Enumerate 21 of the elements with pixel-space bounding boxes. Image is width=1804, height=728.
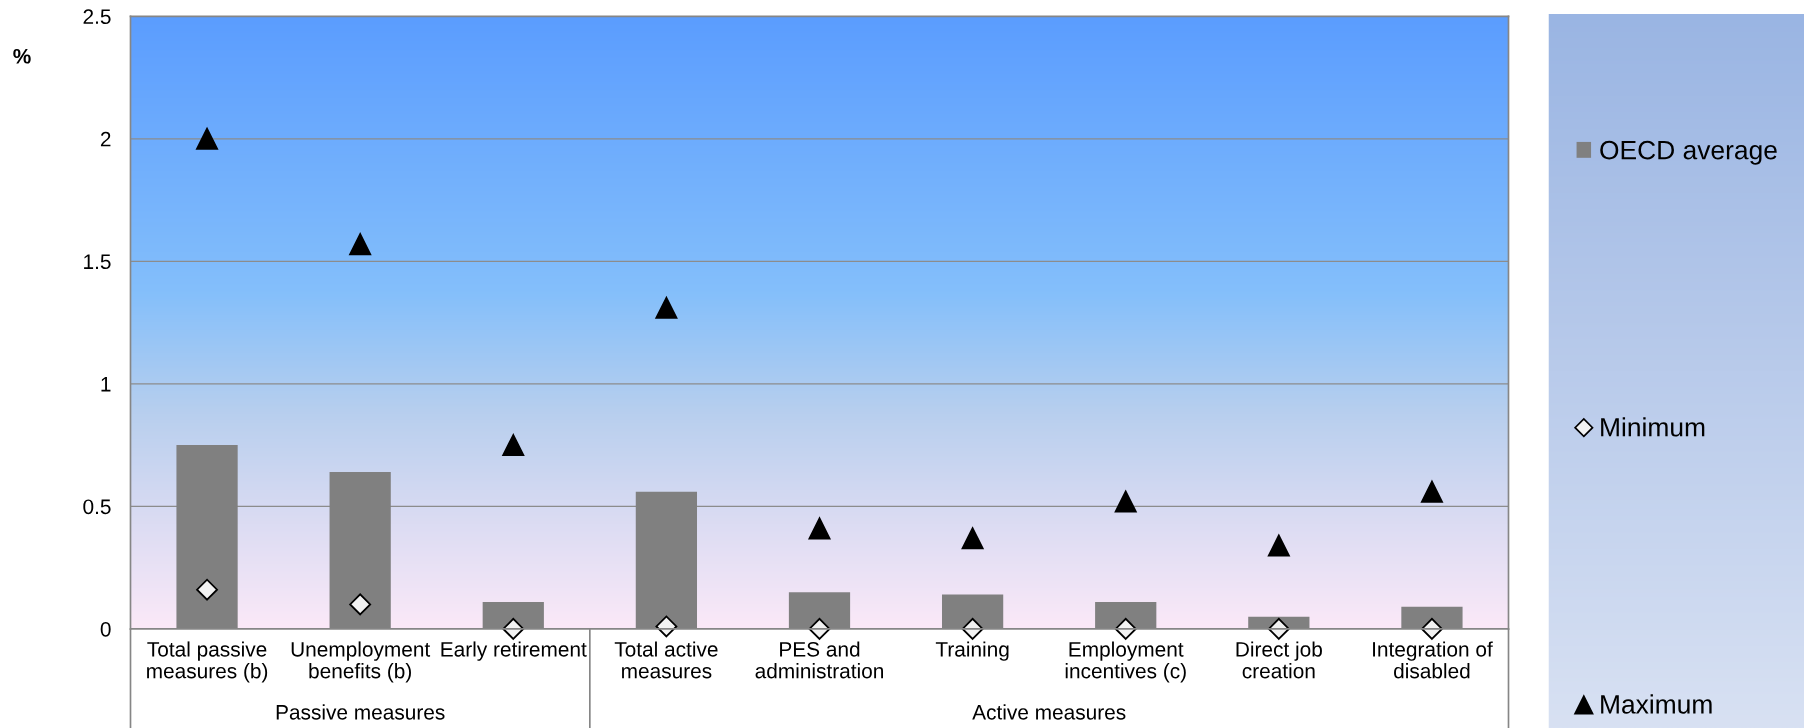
x-tick-label: Unemployment benefits (b) [291, 641, 431, 683]
legend-label: OECD average [1600, 140, 1777, 165]
x-tick-label: Total passive measures (b) [147, 641, 268, 683]
legend-label: Maximum [1601, 694, 1712, 714]
x-tick-label: Training [935, 641, 1009, 661]
x-tick-label: PES and administration [755, 641, 883, 679]
x-tick-label: Total active measures [614, 641, 718, 679]
y-tick-label: 1.5 [84, 254, 111, 270]
y-tick-label: 0.5 [83, 499, 111, 515]
y-tick-label: 2.5 [83, 9, 111, 25]
x-tick-label: Early retirement [441, 641, 587, 661]
text: Active measures [972, 704, 1126, 720]
y-tick-label: 0 [100, 621, 111, 637]
x-tick-label: Employment incentives (c) [1065, 641, 1186, 683]
x-tick-label: Integration of disabled [1373, 641, 1493, 679]
text: Passive measures [276, 704, 445, 720]
y-axis-title: % [13, 48, 31, 64]
y-tick-label: 1 [101, 377, 111, 392]
legend-label: Minimum [1601, 417, 1705, 437]
x-tick-label: Direct job creation [1236, 641, 1322, 679]
y-tick-label: 2 [100, 131, 111, 147]
